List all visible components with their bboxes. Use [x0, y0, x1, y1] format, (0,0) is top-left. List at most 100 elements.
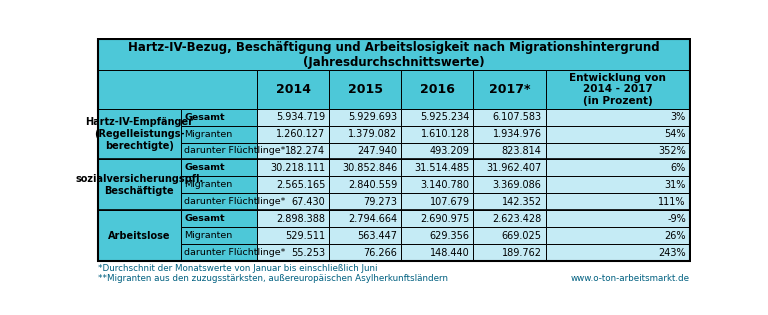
Bar: [257, 126, 329, 142]
Text: 243%: 243%: [658, 248, 686, 258]
Bar: [98, 39, 690, 70]
Bar: [545, 244, 690, 261]
Text: 823.814: 823.814: [502, 146, 541, 156]
Bar: [181, 126, 257, 142]
Bar: [257, 109, 329, 126]
Bar: [402, 109, 473, 126]
Bar: [181, 227, 257, 244]
Bar: [329, 109, 402, 126]
Bar: [473, 210, 545, 227]
Bar: [329, 193, 402, 210]
Text: 2016: 2016: [420, 83, 455, 96]
Bar: [329, 142, 402, 159]
Text: darunter Flüchtlinge*: darunter Flüchtlinge*: [184, 146, 286, 156]
Bar: [473, 109, 545, 126]
Text: *Durchschnit der Monatswerte von Januar bis einschließlich Juni: *Durchschnit der Monatswerte von Januar …: [98, 264, 377, 273]
Bar: [473, 227, 545, 244]
Text: 30.218.111: 30.218.111: [270, 163, 326, 173]
Text: 529.511: 529.511: [285, 231, 326, 241]
Bar: [98, 159, 181, 210]
Text: sozialversicherungspfl.
Beschäftigte: sozialversicherungspfl. Beschäftigte: [75, 174, 204, 196]
Text: 5.925.234: 5.925.234: [420, 112, 469, 122]
Bar: [545, 126, 690, 142]
Bar: [329, 227, 402, 244]
Text: 55.253: 55.253: [291, 248, 326, 258]
Text: Hartz-IV-Bezug, Beschäftigung und Arbeitslosigkeit nach Migrationshintergrund
(J: Hartz-IV-Bezug, Beschäftigung und Arbeit…: [127, 41, 660, 69]
Text: Migranten: Migranten: [184, 231, 233, 240]
Text: 107.679: 107.679: [429, 197, 469, 207]
Text: 352%: 352%: [658, 146, 686, 156]
Text: 2014: 2014: [276, 83, 311, 96]
Bar: [402, 193, 473, 210]
Text: 26%: 26%: [664, 231, 686, 241]
Bar: [181, 159, 257, 176]
Text: 563.447: 563.447: [357, 231, 398, 241]
Bar: [257, 159, 329, 176]
Bar: [402, 176, 473, 193]
Text: 2.794.664: 2.794.664: [349, 214, 398, 224]
Text: 148.440: 148.440: [430, 248, 469, 258]
Text: 2017*: 2017*: [488, 83, 530, 96]
Text: 3.369.086: 3.369.086: [493, 180, 541, 190]
Text: 669.025: 669.025: [502, 231, 541, 241]
Text: 182.274: 182.274: [285, 146, 326, 156]
Bar: [257, 210, 329, 227]
Bar: [257, 142, 329, 159]
Bar: [545, 159, 690, 176]
Text: 79.273: 79.273: [363, 197, 398, 207]
Bar: [181, 109, 257, 126]
Text: Migranten: Migranten: [184, 180, 233, 189]
Text: 247.940: 247.940: [357, 146, 398, 156]
Text: darunter Flüchtlinge*: darunter Flüchtlinge*: [184, 197, 286, 206]
Bar: [181, 210, 257, 227]
Bar: [545, 210, 690, 227]
Text: 1.610.128: 1.610.128: [421, 129, 469, 139]
Text: Hartz-IV-Empfänger
(Regelleistungs-
berechtigte): Hartz-IV-Empfänger (Regelleistungs- bere…: [85, 117, 194, 151]
Text: Migranten: Migranten: [184, 129, 233, 139]
Bar: [473, 70, 545, 109]
Text: Entwicklung von
2014 - 2017
(in Prozent): Entwicklung von 2014 - 2017 (in Prozent): [569, 73, 666, 106]
Text: **Migranten aus den zuzugsstärksten, außereuropäischen Asylherkunftsländern: **Migranten aus den zuzugsstärksten, auß…: [98, 274, 448, 283]
Bar: [402, 142, 473, 159]
Bar: [257, 193, 329, 210]
Bar: [545, 142, 690, 159]
Bar: [98, 70, 257, 109]
Bar: [181, 142, 257, 159]
Text: 3%: 3%: [670, 112, 686, 122]
Text: 2.565.165: 2.565.165: [276, 180, 326, 190]
Bar: [402, 227, 473, 244]
Text: 5.934.719: 5.934.719: [276, 112, 326, 122]
Bar: [329, 176, 402, 193]
Bar: [402, 159, 473, 176]
Bar: [545, 70, 690, 109]
Bar: [473, 193, 545, 210]
Text: 5.929.693: 5.929.693: [349, 112, 398, 122]
Text: 2.898.388: 2.898.388: [276, 214, 326, 224]
Bar: [329, 210, 402, 227]
Bar: [473, 126, 545, 142]
Bar: [257, 176, 329, 193]
Text: 189.762: 189.762: [502, 248, 541, 258]
Text: 67.430: 67.430: [292, 197, 326, 207]
Text: 2015: 2015: [348, 83, 382, 96]
Bar: [545, 193, 690, 210]
Text: Gesamt: Gesamt: [184, 112, 225, 122]
Bar: [329, 70, 402, 109]
Text: Gesamt: Gesamt: [184, 214, 225, 223]
Bar: [329, 244, 402, 261]
Text: Arbeitslose: Arbeitslose: [108, 231, 170, 241]
Bar: [257, 70, 329, 109]
Text: www.o-ton-arbeitsmarkt.de: www.o-ton-arbeitsmarkt.de: [571, 274, 690, 283]
Text: 2.690.975: 2.690.975: [420, 214, 469, 224]
Text: 76.266: 76.266: [363, 248, 398, 258]
Text: 142.352: 142.352: [502, 197, 541, 207]
Bar: [473, 142, 545, 159]
Text: Gesamt: Gesamt: [184, 163, 225, 172]
Text: 2.840.559: 2.840.559: [348, 180, 398, 190]
Bar: [402, 70, 473, 109]
Text: darunter Flüchtlinge*: darunter Flüchtlinge*: [184, 248, 286, 257]
Bar: [329, 126, 402, 142]
Bar: [545, 176, 690, 193]
Bar: [402, 244, 473, 261]
Text: 629.356: 629.356: [429, 231, 469, 241]
